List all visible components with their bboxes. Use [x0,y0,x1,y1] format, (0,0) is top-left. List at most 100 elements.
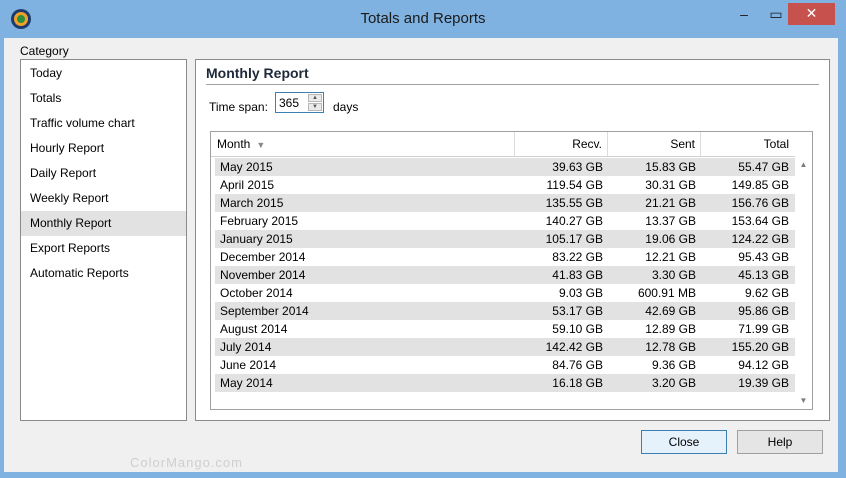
cell-total: 155.20 GB [731,340,789,354]
cell-recv: 105.17 GB [545,232,603,246]
category-item-monthly-report[interactable]: Monthly Report [21,211,186,236]
cell-recv: 119.54 GB [546,178,603,192]
time-span-value[interactable]: 365 [279,96,300,110]
cell-total: 149.85 GB [731,178,789,192]
cell-total: 55.47 GB [738,160,789,174]
table-row[interactable]: December 2014 83.22 GB 12.21 GB 95.43 GB [215,248,795,266]
category-item-traffic-volume-chart[interactable]: Traffic volume chart [30,116,135,130]
cell-month: September 2014 [220,304,309,318]
cell-sent: 12.89 GB [645,322,696,336]
cell-recv: 83.22 GB [552,250,603,264]
maximize-button[interactable]: ▭ [769,6,783,22]
cell-sent: 12.78 GB [645,340,696,354]
table-row[interactable]: October 2014 9.03 GB 600.91 MB 9.62 GB [215,284,795,302]
table-row[interactable]: January 2015 105.17 GB 19.06 GB 124.22 GB [215,230,795,248]
cell-month: April 2015 [220,178,275,192]
window-title: Totals and Reports [360,10,486,27]
cell-recv: 140.27 GB [545,214,603,228]
time-span-spinbox[interactable]: 365 ▲ ▼ [275,92,324,113]
column-header-sent[interactable]: Sent [608,132,701,156]
scroll-up-icon[interactable]: ▲ [799,160,808,169]
cell-month: July 2014 [220,340,272,354]
cell-sent: 3.30 GB [651,268,696,282]
column-header-month[interactable]: Month ▼ [211,132,515,156]
cell-total: 19.39 GB [738,376,789,390]
column-header-recv[interactable]: Recv. [515,132,608,156]
table-row[interactable]: July 2014 142.42 GB 12.78 GB 155.20 GB [215,338,795,356]
table-row[interactable]: November 2014 41.83 GB 3.30 GB 45.13 GB [215,266,795,284]
cell-total: 9.62 GB [744,286,789,300]
cell-month: October 2014 [220,286,293,300]
table-row[interactable]: August 2014 59.10 GB 12.89 GB 71.99 GB [215,320,795,338]
cell-sent: 30.31 GB [645,178,696,192]
cell-month: May 2014 [220,376,273,390]
table-header: Month ▼ Recv. Sent Total [211,132,795,157]
cell-recv: 59.10 GB [552,322,603,336]
category-item-hourly-report[interactable]: Hourly Report [30,141,105,155]
cell-recv: 53.17 GB [552,304,603,318]
time-span-unit: days [333,100,359,114]
category-item-totals[interactable]: Totals [30,91,62,105]
category-label: Category [20,44,69,58]
cell-recv: 135.55 GB [545,196,603,210]
title-divider [206,84,819,85]
title-bar[interactable]: Totals and Reports – ▭ ✕ [0,0,846,38]
table-row[interactable]: September 2014 53.17 GB 42.69 GB 95.86 GB [215,302,795,320]
table-row[interactable]: June 2014 84.76 GB 9.36 GB 94.12 GB [215,356,795,374]
report-title: Monthly Report [206,65,309,81]
cell-month: August 2014 [220,322,288,336]
category-item-weekly-report[interactable]: Weekly Report [30,191,109,205]
cell-total: 45.13 GB [738,268,789,282]
spin-up-icon[interactable]: ▲ [308,94,322,102]
cell-total: 95.86 GB [738,304,789,318]
monthly-report-table[interactable]: Month ▼ Recv. Sent Total May 2015 39.63 GB… [210,131,813,410]
cell-month: January 2015 [220,232,293,246]
vertical-scrollbar[interactable]: ▲ ▼ [795,156,812,409]
app-icon [11,9,31,29]
cell-total: 95.43 GB [738,250,789,264]
cell-recv: 39.63 GB [552,160,603,174]
column-header-total[interactable]: Total [763,137,789,151]
minimize-button[interactable]: – [740,6,748,22]
cell-sent: 600.91 MB [637,286,696,300]
table-row[interactable]: May 2015 39.63 GB 15.83 GB 55.47 GB [215,158,795,176]
cell-sent: 19.06 GB [645,232,696,246]
table-row[interactable]: April 2015 119.54 GB 30.31 GB 149.85 GB [215,176,795,194]
category-list[interactable]: Today Totals Traffic volume chart Hourly… [20,59,187,421]
close-window-button[interactable]: ✕ [788,3,835,25]
category-item-automatic-reports[interactable]: Automatic Reports [30,266,129,280]
cell-month: June 2014 [220,358,277,372]
category-item-export-reports[interactable]: Export Reports [30,241,111,255]
cell-sent: 42.69 GB [645,304,696,318]
help-button[interactable]: Help [737,430,823,454]
table-row[interactable]: February 2015 140.27 GB 13.37 GB 153.64 GB [215,212,795,230]
sort-descending-icon: ▼ [256,140,266,150]
cell-recv: 16.18 GB [552,376,603,390]
close-button[interactable]: Close [641,430,727,454]
cell-sent: 15.83 GB [645,160,696,174]
cell-sent: 21.21 GB [645,196,696,210]
cell-month: November 2014 [220,268,306,282]
cell-sent: 9.36 GB [651,358,696,372]
cell-sent: 3.20 GB [651,376,696,390]
cell-total: 124.22 GB [731,232,789,246]
column-header-month-label: Month [217,137,251,151]
cell-month: December 2014 [220,250,306,264]
cell-total: 153.64 GB [731,214,789,228]
table-row[interactable]: March 2015 135.55 GB 21.21 GB 156.76 GB [215,194,795,212]
spin-buttons: ▲ ▼ [308,94,322,111]
category-item-today[interactable]: Today [30,66,63,80]
cell-month: May 2015 [220,160,273,174]
cell-month: March 2015 [220,196,284,210]
cell-sent: 12.21 GB [645,250,696,264]
table-row[interactable]: May 2014 16.18 GB 3.20 GB 19.39 GB [215,374,795,392]
cell-sent: 13.37 GB [645,214,696,228]
scroll-down-icon[interactable]: ▼ [799,396,808,405]
cell-recv: 84.76 GB [552,358,603,372]
category-item-daily-report[interactable]: Daily Report [30,166,97,180]
cell-total: 156.76 GB [731,196,789,210]
cell-total: 94.12 GB [738,358,789,372]
cell-recv: 41.83 GB [552,268,603,282]
spin-down-icon[interactable]: ▼ [308,103,322,111]
